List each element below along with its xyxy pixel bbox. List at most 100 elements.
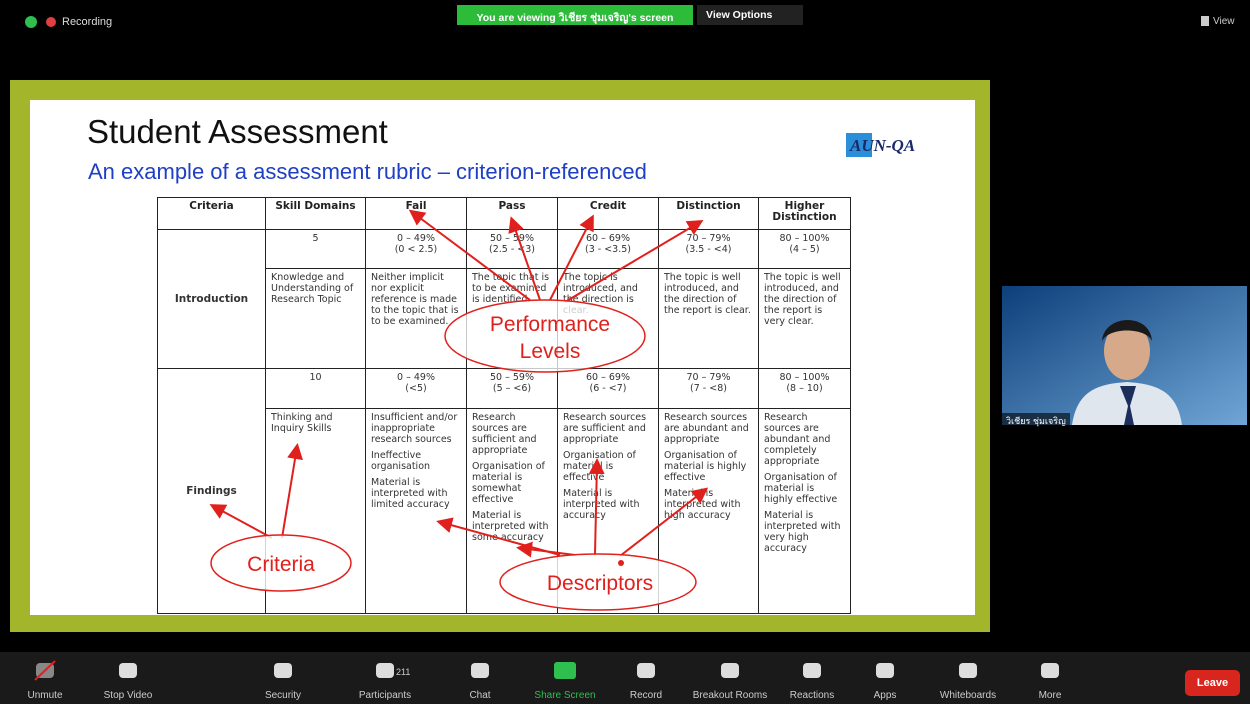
range-row: Introduction 5 0 – 49% (0 < 2.5) 50 – 59% (2.… [157,229,851,369]
range-line: (7 - <8) [690,383,727,394]
toolbar-icons [34,660,1059,681]
descriptor-cell: Research sources are sufficient and appr… [557,408,659,614]
descriptor-text: Neither implicit nor explicit reference … [371,272,459,327]
header-cell: Higher Distinction [758,197,851,230]
descriptor-text: Material is interpreted with some accura… [472,510,549,543]
descriptor-text: Material is interpreted with limited acc… [371,477,450,510]
logo-mark [846,133,872,157]
toolbar-label[interactable]: Security [264,690,302,701]
descriptor-text: The topic is well introduced, and the di… [664,272,751,316]
descriptor-cell: Neither implicit nor explicit reference … [365,268,467,369]
descriptors-ellipse [499,553,697,611]
descriptor-text: Material is interpreted with high accura… [664,488,741,521]
toolbar-icon [471,663,489,678]
descriptor-text: Research sources are sufficient and appr… [563,412,647,445]
toolbar-label[interactable]: Share Screen [534,690,596,701]
toolbar-icon [274,663,292,678]
shield-icon [25,16,37,28]
annotation-descriptors: Descriptors [547,572,653,595]
arrows [209,209,709,558]
descriptor-row: Thinking and Inquiry Skills Insufficient … [158,408,851,614]
range-line: (8 – 10) [786,383,823,394]
range-line: 80 – 100% [779,233,830,244]
view-icon [1201,16,1209,26]
top-bar [25,5,1209,28]
range-line: 0 – 49% [397,372,435,383]
toolbar-label[interactable]: Breakout Rooms [692,690,768,701]
toolbar-label[interactable]: Whiteboards [939,690,997,701]
header-cell: Criteria [157,197,266,230]
descriptor-text: Research sources are abundant and comple… [764,412,831,467]
performance-ellipse [444,299,646,373]
header-cell: Credit [557,197,659,230]
weight-cell: 10 [265,368,366,409]
view-options[interactable]: View Options [706,9,773,21]
descriptor-text: Material is interpreted with accuracy [563,488,640,521]
criterion-name: Introduction [157,229,266,369]
logo: AUN-QA [850,136,916,155]
descriptor-text: Research sources are sufficient and appr… [472,412,537,456]
participants-count: 211 [396,667,411,677]
mute-slash [34,660,56,681]
toolbar-label[interactable]: Apps [873,690,897,701]
descriptor-cell: Insufficient and/or inappropriate resear… [365,408,467,614]
range-line: 70 – 79% [686,372,731,383]
range-cell: 70 – 79% (3.5 - <4) [658,229,759,269]
skill-cell: Knowledge and Understanding of Research … [265,268,366,369]
toolbar-icon [803,663,821,678]
toolbar-icon [637,663,655,678]
toolbar-icon [376,663,394,678]
recording-label: Recording [62,16,113,28]
descriptor-text: Organisation of material is somewhat eff… [472,461,545,505]
range-line: (2.5 - <3) [489,244,535,255]
range-line: 80 – 100% [779,372,830,383]
toolbar-icon [959,663,977,678]
range-line: (5 – <6) [492,383,532,394]
toolbar-label[interactable]: Participants [358,690,412,701]
participant-name: วิเชียร ชุ่มเจริญ [1002,413,1070,429]
range-cell: 80 – 100% (8 – 10) [758,368,851,409]
range-line: 50 – 59% [490,233,534,244]
descriptor-cell: The topic is well introduced, and the di… [758,268,851,369]
descriptor-cell: Research sources are abundant and approp… [658,408,759,614]
range-line: 60 – 69% [586,233,630,244]
toolbar-icon [119,663,137,678]
slide-title: Student Assessment [87,113,388,150]
rubric-table: Criteria Skill Domains Fail Pass Credit Disti… [157,197,851,614]
slide-subtitle: An example of a assessment rubric – crit… [88,159,647,184]
view-options-bg[interactable] [697,5,803,25]
annotation-performance: Performance [490,313,610,336]
range-row: Findings 10 0 – 49% (<5) 50 – 59% (5 – <6) 60 … [157,368,851,614]
descriptor-text: The topic is well introduced, and the di… [764,272,841,327]
toolbar-label[interactable]: More [1038,690,1062,701]
banner-bg [457,5,693,25]
range-cell: 70 – 79% (7 - <8) [658,368,759,409]
range-line: 70 – 79% [686,233,731,244]
range-line: (0 < 2.5) [394,244,438,255]
range-line: 60 – 69% [586,372,630,383]
toolbar-label[interactable]: Unmute [27,690,63,701]
criteria-ellipse [210,534,352,592]
leave-button[interactable]: Leave [1185,670,1240,696]
toolbar-label[interactable]: Record [629,690,663,701]
weight-cell: 5 [265,229,366,269]
toolbar-icon [876,663,894,678]
annotation-levels: Levels [520,340,581,363]
pointer [618,560,624,566]
descriptor-text: Ineffective organisation [371,450,431,472]
toolbar-label[interactable]: Reactions [789,690,835,701]
banner: You are viewing วิเชียร ชุ่มเจริญ's scre… [476,12,674,24]
toolbar-label[interactable]: Chat [469,690,491,701]
toolbar-label[interactable]: Stop Video [103,690,153,701]
range-line: 0 – 49% [397,233,435,244]
header-cell: Skill Domains [265,197,366,230]
toolbar-icon [721,663,739,678]
range-cell: 50 – 59% (5 – <6) [466,368,558,409]
view-button[interactable]: View [1213,16,1235,27]
header-row: Criteria Skill Domains Fail Pass Credit Disti… [157,197,851,230]
range-cell: 60 – 69% (3 - <3.5) [557,229,659,269]
descriptor-text: Organisation of material is effective [563,450,636,483]
toolbar-icon [1041,663,1059,678]
